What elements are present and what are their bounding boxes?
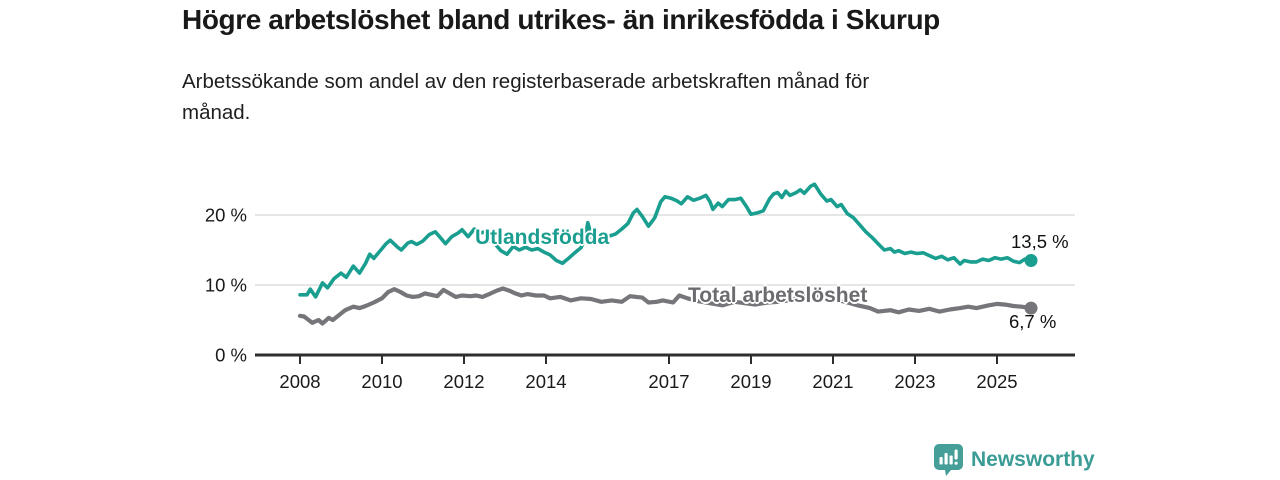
y-tick-label: 0 % [215,345,247,366]
y-tick-label: 20 % [205,205,247,226]
series-label-utlandsfodda: Utlandsfödda [475,226,610,249]
subtitle-line-2: månad. [182,101,251,124]
x-tick-label: 2021 [812,371,853,392]
x-tick-label: 2025 [976,371,1017,392]
x-tick-label: 2010 [361,371,402,392]
x-tick-label: 2012 [443,371,484,392]
chart-subtitle: Arbetssökande som andel av den registerb… [182,66,869,128]
series-line-total [297,286,1034,326]
series-line-utlandsfodda [298,182,1033,299]
series-label-total-arbetsloshet: Total arbetslöshet [688,284,868,307]
newsworthy-logo[interactable]: Newsworthy [933,443,1095,477]
chart-title: Högre arbetslöshet bland utrikes- än inr… [182,4,940,35]
x-tick-label: 2008 [279,371,320,392]
x-tick-label: 2014 [525,371,566,392]
series-end-dot-utlandsfodda [1024,254,1038,267]
x-tick-label: 2017 [648,371,689,392]
x-tick-label: 2023 [894,371,935,392]
newsworthy-logo-icon [934,444,963,476]
x-tick-label: 2019 [730,371,771,392]
end-value-label-total-arbetsloshet: 6,7 % [1009,311,1057,332]
newsworthy-logo-text: Newsworthy [971,448,1095,471]
end-value-label-utlandsfodda: 13,5 % [1011,231,1069,252]
series-end-dot-total [1024,301,1038,315]
y-tick-label: 10 % [205,275,247,296]
subtitle-line-1: Arbetssökande som andel av den registerb… [182,70,870,93]
